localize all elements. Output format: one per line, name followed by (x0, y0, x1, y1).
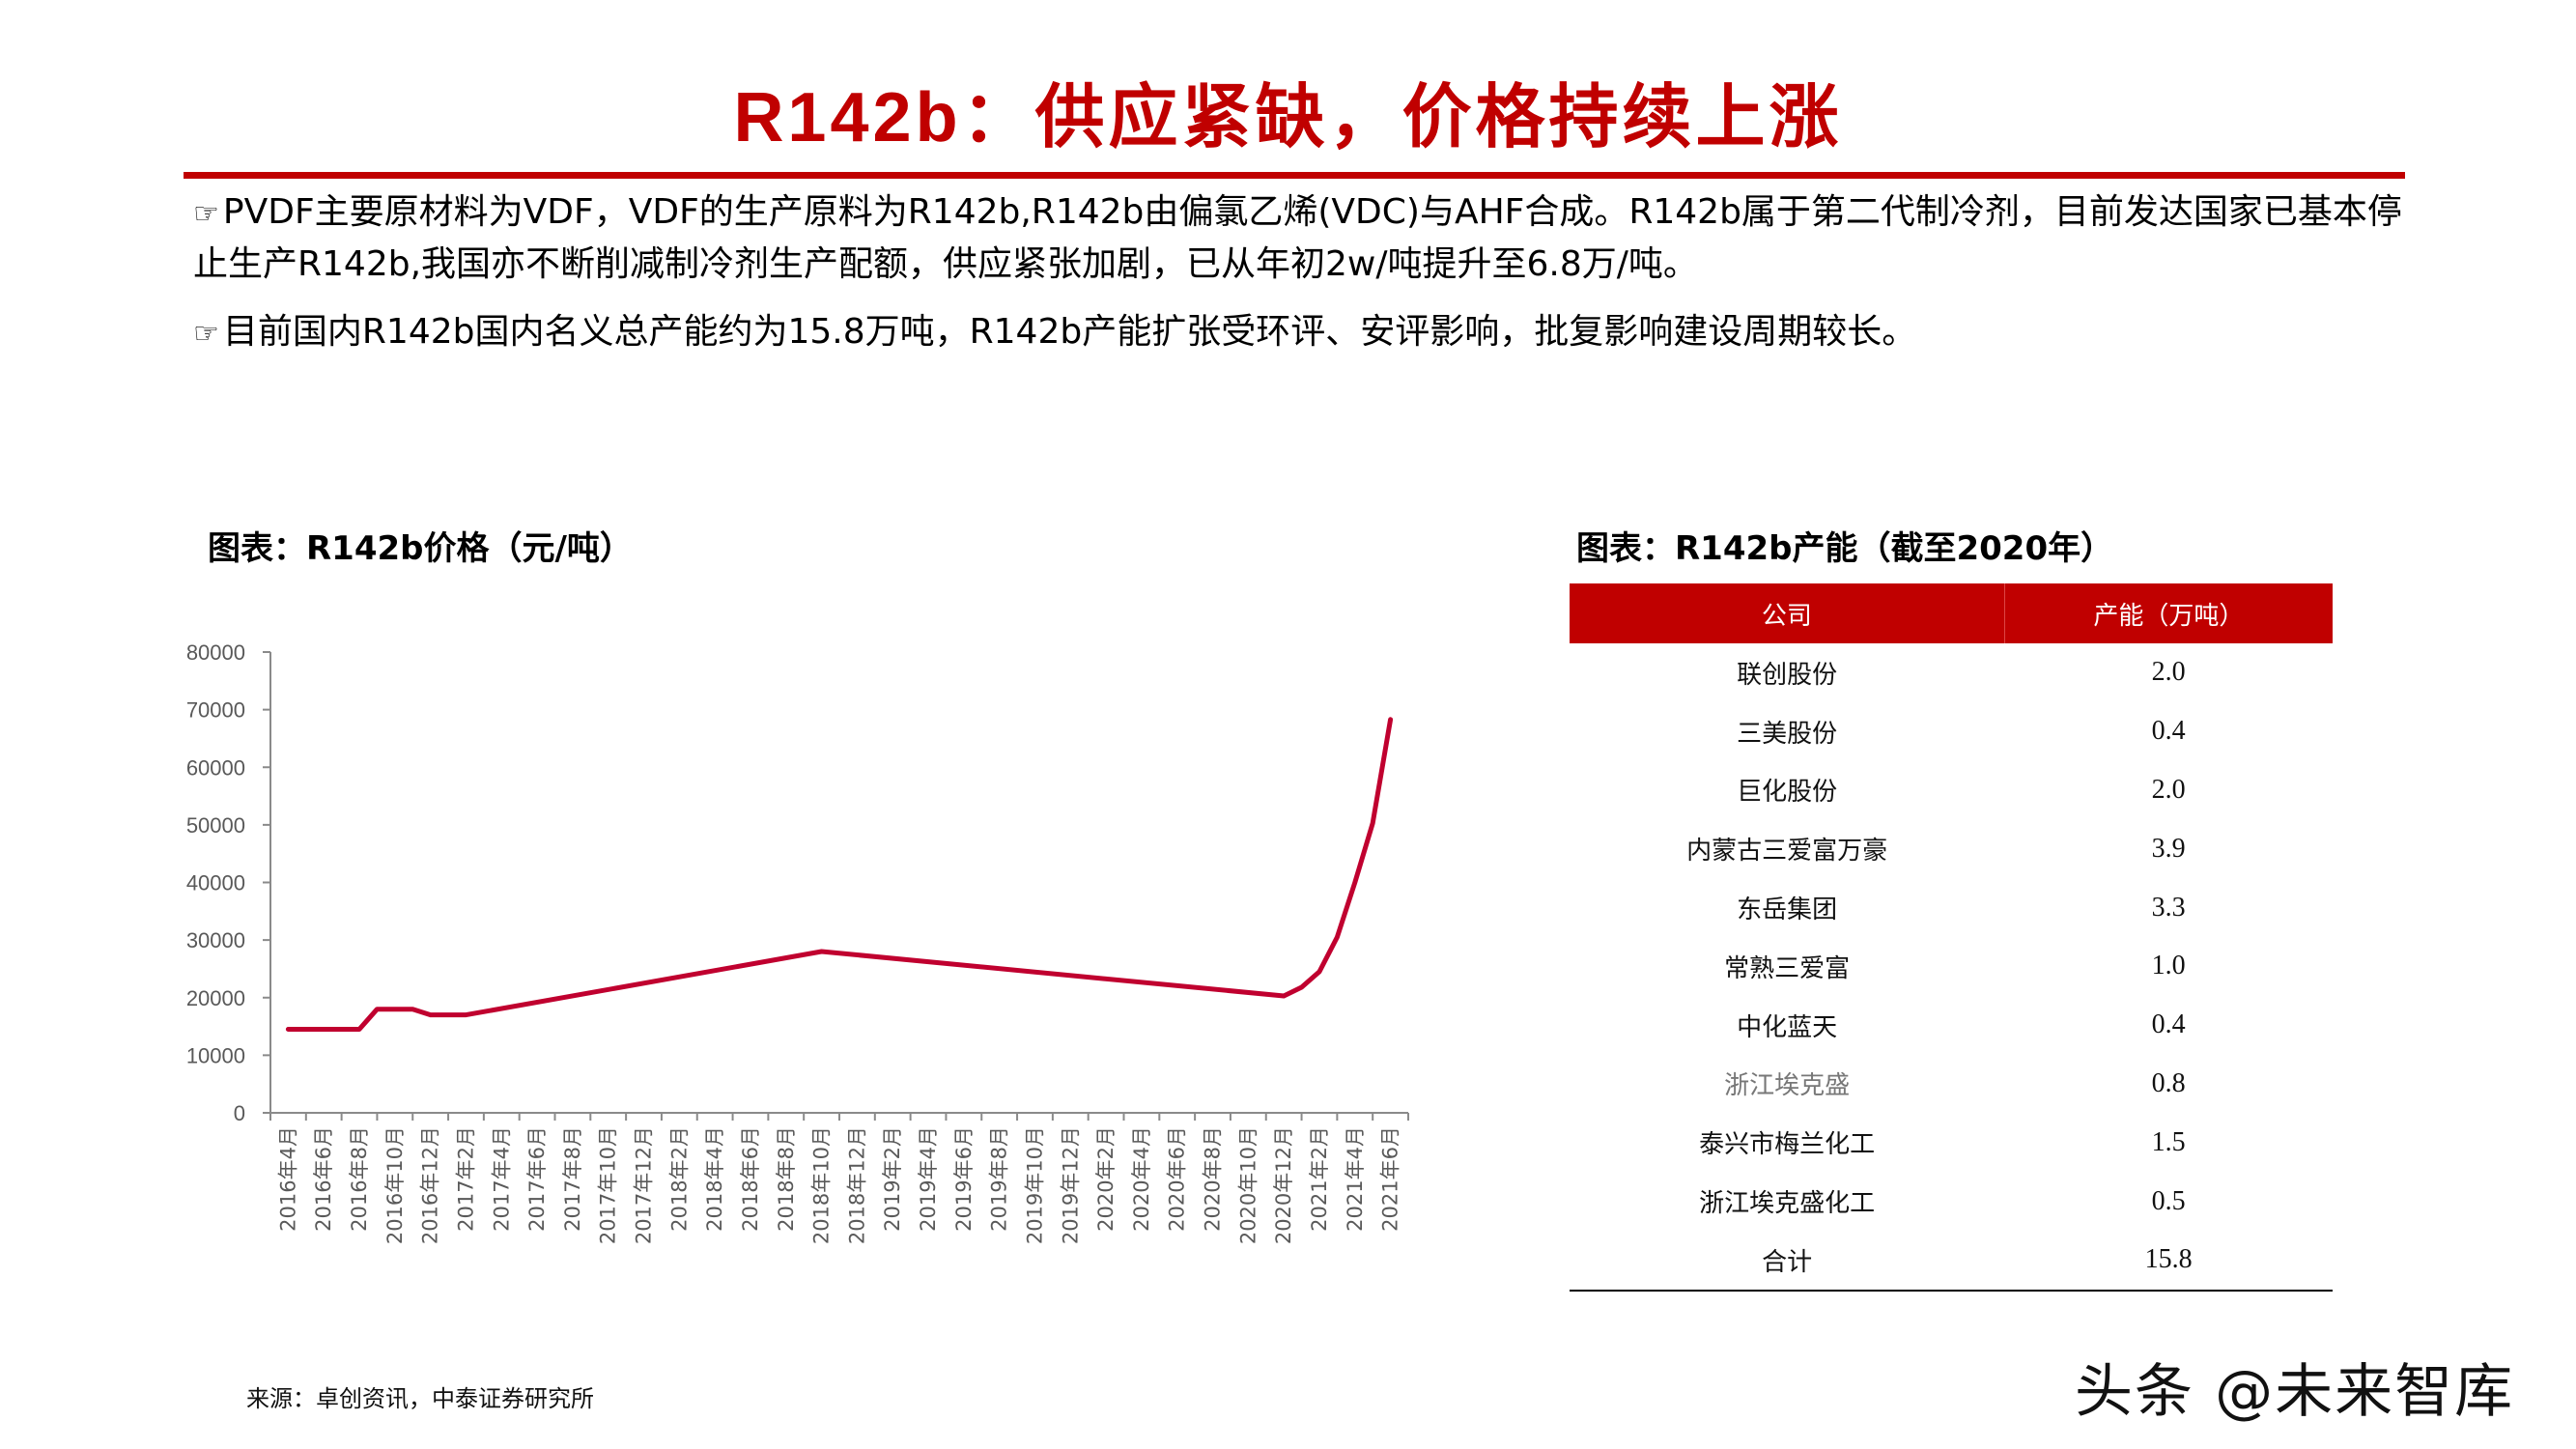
x-tick-label: 2017年2月 (454, 1126, 477, 1232)
x-tick-label: 2021年4月 (1344, 1126, 1367, 1232)
x-tick-label: 2016年12月 (419, 1126, 442, 1244)
table-row: 常熟三爱富 1.0 (1570, 937, 2333, 996)
company-cell: 巨化股份 (1737, 778, 1838, 808)
capacity-cell: 2.0 (2151, 774, 2186, 805)
y-tick-label: 50000 (186, 813, 245, 838)
watermark: 头条 @未来智库 (2075, 1358, 2515, 1426)
x-tick-label: 2021年2月 (1308, 1126, 1331, 1232)
x-tick-label: 2020年12月 (1272, 1126, 1295, 1244)
table-row: 中化蓝天 0.4 (1570, 996, 2333, 1055)
company-cell: 浙江埃克盛 (1724, 1071, 1851, 1101)
x-tick-label: 2017年6月 (525, 1126, 549, 1232)
table-row: 巨化股份 2.0 (1570, 761, 2333, 820)
bullet-item: ☞ 目前国内R142b国内名义总产能约为15.8万吨，R142b产能扩张受环评、安… (193, 307, 2415, 359)
x-tick-label: 2018年12月 (845, 1126, 868, 1244)
source-note: 来源：卓创资讯，中泰证券研究所 (246, 1385, 594, 1412)
x-tick-label: 2018年4月 (703, 1126, 726, 1232)
company-cell: 联创股份 (1737, 660, 1838, 690)
capacity-cell: 0.5 (2151, 1185, 2186, 1216)
y-tick-label: 0 (234, 1101, 245, 1125)
x-tick-label: 2021年6月 (1379, 1126, 1402, 1232)
y-tick-label: 30000 (186, 928, 245, 952)
x-tick-label: 2019年6月 (952, 1126, 976, 1232)
x-tick-label: 2018年10月 (810, 1126, 834, 1244)
company-cell: 常熟三爱富 (1724, 953, 1851, 983)
table-row: 浙江埃克盛 0.8 (1570, 1055, 2333, 1114)
x-tick-label: 2017年4月 (490, 1126, 513, 1232)
column-header-company: 公司 (1570, 583, 2005, 643)
y-tick-label: 10000 (186, 1043, 245, 1067)
capacity-cell: 3.9 (2151, 833, 2186, 864)
x-tick-label: 2016年4月 (276, 1126, 299, 1232)
bullet-text: 目前国内R142b国内名义总产能约为15.8万吨，R142b产能扩张受环评、安评… (222, 312, 1917, 352)
x-tick-label: 2020年2月 (1094, 1126, 1118, 1232)
capacity-cell: 3.3 (2151, 892, 2186, 923)
capacity-table: 公司 产能（万吨） 联创股份 2.0 三美股份 0.4 巨化股份 2.0 内蒙古三爱富万豪 3… (1570, 583, 2333, 1292)
x-tick-label: 2020年10月 (1236, 1126, 1260, 1244)
capacity-cell: 1.5 (2151, 1126, 2186, 1157)
table-header-row: 公司 产能（万吨） (1570, 583, 2333, 643)
x-tick-label: 2019年2月 (881, 1126, 904, 1232)
x-tick-label: 2020年4月 (1130, 1126, 1153, 1232)
x-tick-label: 2016年10月 (383, 1126, 407, 1244)
x-tick-label: 2016年8月 (348, 1126, 371, 1232)
capacity-table-title: 图表：R142b产能（截至2020年） (1576, 529, 2114, 568)
x-tick-label: 2019年10月 (1023, 1126, 1046, 1244)
y-tick-label: 40000 (186, 871, 245, 895)
price-series-line (285, 717, 1394, 1032)
x-tick-label: 2018年6月 (739, 1126, 762, 1232)
table-row: 联创股份 2.0 (1570, 643, 2333, 702)
y-tick-label: 20000 (186, 986, 245, 1010)
x-tick-label: 2016年6月 (312, 1126, 335, 1232)
pointing-hand-icon: ☞ (193, 317, 219, 351)
x-tick-label: 2020年6月 (1166, 1126, 1189, 1232)
x-tick-label: 2019年4月 (917, 1126, 940, 1232)
x-tick-label: 2019年12月 (1059, 1126, 1082, 1244)
table-row: 浙江埃克盛化工 0.5 (1570, 1172, 2333, 1231)
x-tick-label: 2017年12月 (633, 1126, 656, 1244)
x-tick-label: 2018年8月 (775, 1126, 798, 1232)
y-tick-label: 60000 (186, 755, 245, 780)
y-tick-label: 80000 (186, 640, 245, 665)
company-cell: 东岳集团 (1737, 895, 1838, 925)
company-cell: 合计 (1570, 1230, 2005, 1292)
x-tick-label: 2019年8月 (988, 1126, 1011, 1232)
price-chart-title: 图表：R142b价格（元/吨） (208, 529, 633, 568)
capacity-cell: 0.4 (2151, 1009, 2186, 1040)
company-cell: 泰兴市梅兰化工 (1699, 1130, 1876, 1160)
company-cell: 内蒙古三爱富万豪 (1686, 837, 1888, 867)
capacity-cell: 2.0 (2151, 657, 2186, 688)
table-row: 合计 15.8 (1570, 1230, 2333, 1292)
bullet-item: ☞ PVDF主要原材料为VDF，VDF的生产原料为R142b,R142b由偏氯乙烯… (193, 187, 2415, 290)
capacity-cell: 0.8 (2151, 1067, 2186, 1098)
table-row: 三美股份 0.4 (1570, 702, 2333, 761)
column-header-capacity: 产能（万吨） (2004, 583, 2333, 643)
x-tick-label: 2018年2月 (667, 1126, 691, 1232)
x-tick-label: 2017年8月 (561, 1126, 584, 1232)
capacity-cell: 15.8 (2004, 1230, 2333, 1292)
table-row: 内蒙古三爱富万豪 3.9 (1570, 819, 2333, 878)
y-tick-label: 70000 (186, 698, 245, 723)
title-divider (184, 172, 2405, 179)
x-tick-label: 2020年8月 (1202, 1126, 1225, 1232)
bullet-list: ☞ PVDF主要原材料为VDF，VDF的生产原料为R142b,R142b由偏氯乙烯… (193, 187, 2415, 359)
company-cell: 浙江埃克盛化工 (1699, 1189, 1876, 1219)
table-row: 东岳集团 3.3 (1570, 878, 2333, 937)
table-row: 泰兴市梅兰化工 1.5 (1570, 1113, 2333, 1172)
x-tick-label: 2017年10月 (597, 1126, 620, 1244)
pointing-hand-icon: ☞ (193, 197, 219, 231)
company-cell: 中化蓝天 (1737, 1012, 1838, 1042)
capacity-cell: 1.0 (2151, 951, 2186, 981)
bullet-text: PVDF主要原材料为VDF，VDF的生产原料为R142b,R142b由偏氯乙烯(… (193, 192, 2402, 284)
capacity-cell: 0.4 (2151, 716, 2186, 747)
company-cell: 三美股份 (1737, 719, 1838, 749)
page-title: R142b：供应紧缺，价格持续上涨 (733, 79, 1843, 156)
